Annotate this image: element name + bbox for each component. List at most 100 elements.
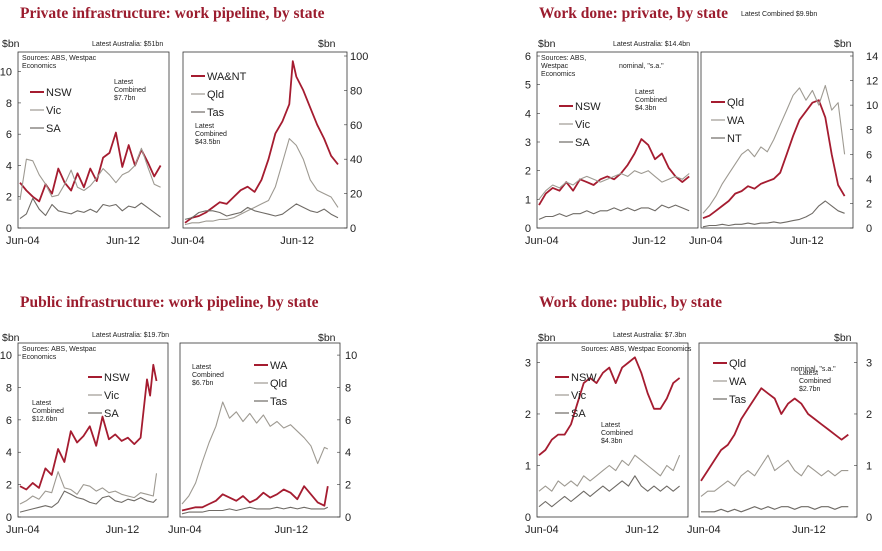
latest-combined-note: $2.7bn bbox=[799, 386, 821, 393]
legend-label: Tas bbox=[270, 396, 288, 408]
x-tick-label: Jun-04 bbox=[6, 235, 40, 247]
panel-frame bbox=[17, 51, 170, 229]
legend-label: NSW bbox=[104, 372, 130, 384]
panel-frame bbox=[536, 342, 689, 518]
latest-combined-note: $7.7bn bbox=[114, 95, 136, 102]
panel-2: $bn 0 20 40 60 80 100 Jun-04 Jun-12 WA&NT Qld Tas La… bbox=[171, 38, 368, 247]
panel-2: $bn 0 2 4 6 8 10 Jun-04 Jun-12 WA Qld Tas LatestComb… bbox=[168, 332, 357, 536]
series-line-tas bbox=[184, 203, 339, 220]
latest-combined-note: Latest bbox=[195, 123, 214, 130]
x-tick-label: Jun-12 bbox=[632, 235, 666, 247]
sources-note: Sources: ABS, Westpac bbox=[22, 346, 97, 353]
y-tick-label: 14 bbox=[866, 51, 878, 63]
y-tick-label: 40 bbox=[350, 154, 362, 166]
panel-frame bbox=[698, 342, 858, 518]
latest-combined-note: $12.6bn bbox=[32, 416, 57, 423]
series-line-wa bbox=[702, 84, 846, 214]
y-tick-label: 4 bbox=[866, 174, 872, 186]
y-tick-label: 10 bbox=[0, 350, 12, 362]
latest-combined-note: Latest bbox=[799, 370, 818, 377]
x-tick-label: Jun-04 bbox=[6, 524, 40, 536]
series-line-nt bbox=[702, 200, 845, 228]
legend-label: Tas bbox=[729, 394, 747, 406]
latest-combined-note: Latest bbox=[635, 89, 654, 96]
y-axis-unit-label: $bn bbox=[318, 332, 336, 344]
panel-1: $bn 0 1 2 3 4 5 6 Jun-04 Jun-12 NSW Vic SA LatestComb… bbox=[525, 38, 699, 247]
y-tick-label: 2 bbox=[6, 480, 12, 492]
y-tick-label: 3 bbox=[525, 357, 531, 369]
series-line-wa bbox=[700, 454, 849, 497]
x-tick-label: Jun-04 bbox=[687, 524, 721, 536]
chart-title: Work done: private, by state bbox=[539, 5, 728, 22]
y-tick-label: 6 bbox=[6, 129, 12, 141]
y-tick-label: 60 bbox=[350, 120, 362, 132]
y-axis-unit-label: $bn bbox=[538, 332, 556, 344]
y-tick-label: 2 bbox=[866, 198, 872, 210]
x-tick-label: Jun-04 bbox=[525, 235, 559, 247]
panel-2: $bn 0 2 4 6 8 10 12 14 Jun-04 Jun-12 Qld WA NT Latest … bbox=[689, 11, 878, 247]
panel-2: $bn 0 1 2 3 Jun-04 Jun-12 Qld WA Tas LatestCombine… bbox=[687, 332, 872, 536]
series-line-tas bbox=[701, 506, 849, 513]
y-tick-label: 3 bbox=[866, 357, 872, 369]
y-tick-label: 12 bbox=[866, 76, 878, 88]
y-tick-label: 2 bbox=[525, 166, 531, 178]
sources-note: Westpac bbox=[541, 63, 569, 70]
y-axis-unit-label: $bn bbox=[318, 38, 336, 50]
series-line-tas bbox=[181, 506, 329, 515]
panel-1: $bn 0 1 2 3 Jun-04 Jun-12 NSW Vic SA LatestCombine… bbox=[525, 332, 692, 536]
latest-combined-note: $6.7bn bbox=[192, 380, 214, 387]
sources-note: Sources: ABS, bbox=[541, 55, 586, 62]
sources-note: Economics bbox=[541, 71, 576, 78]
latest-combined-note: $4.3bn bbox=[635, 105, 657, 112]
latest-combined-note: Latest bbox=[114, 79, 133, 86]
sources-note: Economics bbox=[22, 63, 57, 70]
chart-2: Work done: private, by state Latest Austr… bbox=[525, 5, 878, 247]
latest-combined-note: $4.3bn bbox=[601, 438, 623, 445]
legend-label: Qld bbox=[729, 358, 746, 370]
series-line-sa bbox=[19, 197, 161, 220]
y-tick-label: 8 bbox=[6, 98, 12, 110]
y-tick-label: 4 bbox=[6, 447, 12, 459]
panel-1: $bn 0 2 4 6 8 10 Jun-04 Jun-12 NSW Vic SA LatestComb… bbox=[0, 38, 170, 247]
y-tick-label: 2 bbox=[345, 480, 351, 492]
latest-australia-note: Latest Australia: $7.3bn bbox=[613, 332, 686, 339]
panel-frame bbox=[182, 51, 348, 229]
x-tick-label: Jun-12 bbox=[790, 235, 824, 247]
x-tick-label: Jun-12 bbox=[106, 235, 140, 247]
series-line-sa bbox=[538, 475, 680, 508]
series-line-qld bbox=[702, 99, 846, 220]
series-line-vic bbox=[19, 471, 158, 505]
legend-label: SA bbox=[571, 408, 586, 420]
y-tick-label: 0 bbox=[350, 223, 356, 235]
legend-label: Vic bbox=[571, 390, 587, 402]
latest-combined-note: Latest Combined $9.9bn bbox=[741, 11, 817, 18]
y-tick-label: 10 bbox=[345, 350, 357, 362]
y-tick-label: 6 bbox=[525, 51, 531, 63]
chart-title: Work done: public, by state bbox=[539, 294, 722, 311]
series-line-qld bbox=[700, 387, 849, 482]
latest-combined-note: Combined bbox=[799, 378, 831, 385]
legend-label: NSW bbox=[571, 372, 597, 384]
y-tick-label: 6 bbox=[6, 415, 12, 427]
legend-label: Vic bbox=[46, 105, 62, 117]
sources-note: Sources: ABS, Westpac Economics bbox=[581, 346, 692, 353]
x-tick-label: Jun-12 bbox=[275, 524, 309, 536]
x-tick-label: Jun-12 bbox=[280, 235, 314, 247]
legend-label: NT bbox=[727, 133, 742, 145]
y-tick-label: 10 bbox=[0, 67, 12, 79]
y-tick-label: 4 bbox=[525, 108, 531, 120]
y-tick-label: 80 bbox=[350, 85, 362, 97]
chart-3: Public infrastructure: work pipeline, by… bbox=[0, 294, 357, 536]
series-line-wa bbox=[181, 485, 329, 512]
x-tick-label: Jun-12 bbox=[625, 524, 659, 536]
y-tick-label: 0 bbox=[6, 512, 12, 524]
legend-label: SA bbox=[46, 123, 61, 135]
latest-combined-note: Combined bbox=[635, 97, 667, 104]
y-tick-label: 0 bbox=[525, 223, 531, 235]
legend-label: SA bbox=[104, 408, 119, 420]
legend-label: Qld bbox=[207, 89, 224, 101]
y-tick-label: 1 bbox=[866, 460, 872, 472]
series-line-nsw bbox=[19, 131, 162, 203]
nominal-sa-note: nominal, "s.a." bbox=[791, 366, 836, 373]
